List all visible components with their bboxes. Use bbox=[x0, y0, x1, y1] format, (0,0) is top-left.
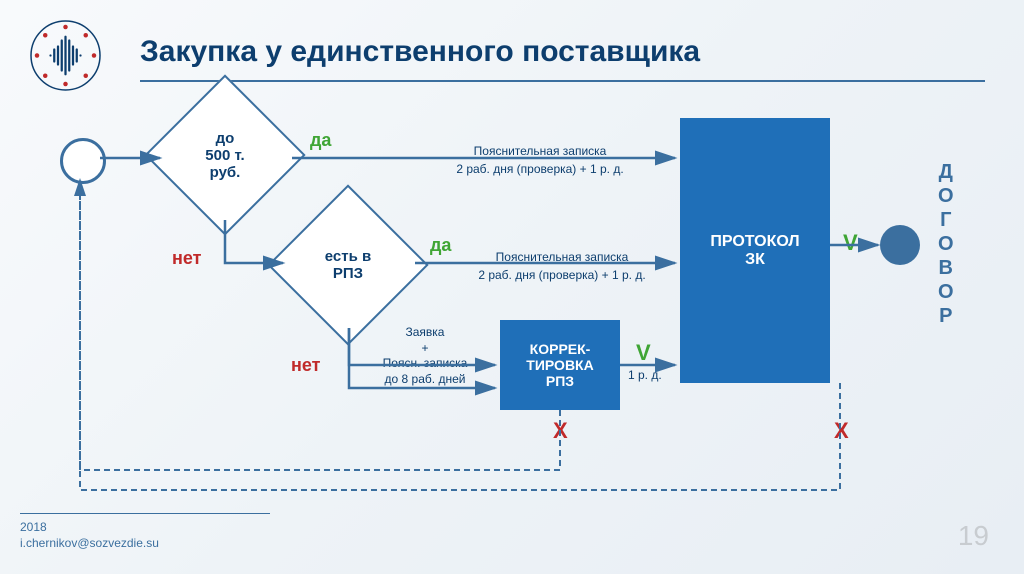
label-x2: Х bbox=[834, 418, 849, 444]
label-v2: V bbox=[843, 230, 858, 256]
arrows bbox=[0, 0, 1024, 574]
label-zayavka: Заявка + Поясн. записка до 8 раб. дней bbox=[355, 325, 495, 387]
label-x1: Х bbox=[553, 418, 568, 444]
end-node bbox=[880, 225, 920, 265]
slide: { "title":"Закупка у единственного поста… bbox=[0, 0, 1024, 574]
label-da1: да bbox=[310, 130, 331, 151]
page-title: Закупка у единственного поставщика bbox=[140, 35, 700, 69]
decision-500: до 500 т. руб. bbox=[144, 74, 305, 235]
decision-rpz: есть в РПЗ bbox=[267, 184, 428, 345]
footer-email: i.chernikov@sozvezdie.su bbox=[20, 536, 159, 550]
label-net2: нет bbox=[291, 355, 320, 376]
decision-500-label: до 500 т. руб. bbox=[170, 100, 280, 210]
footer-year: 2018 bbox=[20, 520, 47, 534]
page-number: 19 bbox=[958, 520, 989, 552]
start-node bbox=[60, 138, 106, 184]
logo bbox=[28, 18, 103, 93]
decision-rpz-label: есть в РПЗ bbox=[293, 210, 403, 320]
box-protokol: ПРОТОКОЛ ЗК bbox=[680, 118, 830, 383]
label-pz2: Пояснительная записка 2 раб. дня (провер… bbox=[452, 248, 672, 284]
label-da2: да bbox=[430, 235, 451, 256]
label-v1: V bbox=[636, 340, 651, 366]
box-korrektirovka: КОРРЕК- ТИРОВКА РПЗ bbox=[500, 320, 620, 410]
title-rule bbox=[140, 80, 985, 82]
label-dogovor: Д О Г О В О Р bbox=[938, 160, 954, 328]
label-net1: нет bbox=[172, 248, 201, 269]
label-v1sub: 1 р. д. bbox=[628, 368, 662, 382]
label-pz1: Пояснительная записка 2 раб. дня (провер… bbox=[430, 142, 650, 178]
footer-line bbox=[20, 513, 270, 514]
